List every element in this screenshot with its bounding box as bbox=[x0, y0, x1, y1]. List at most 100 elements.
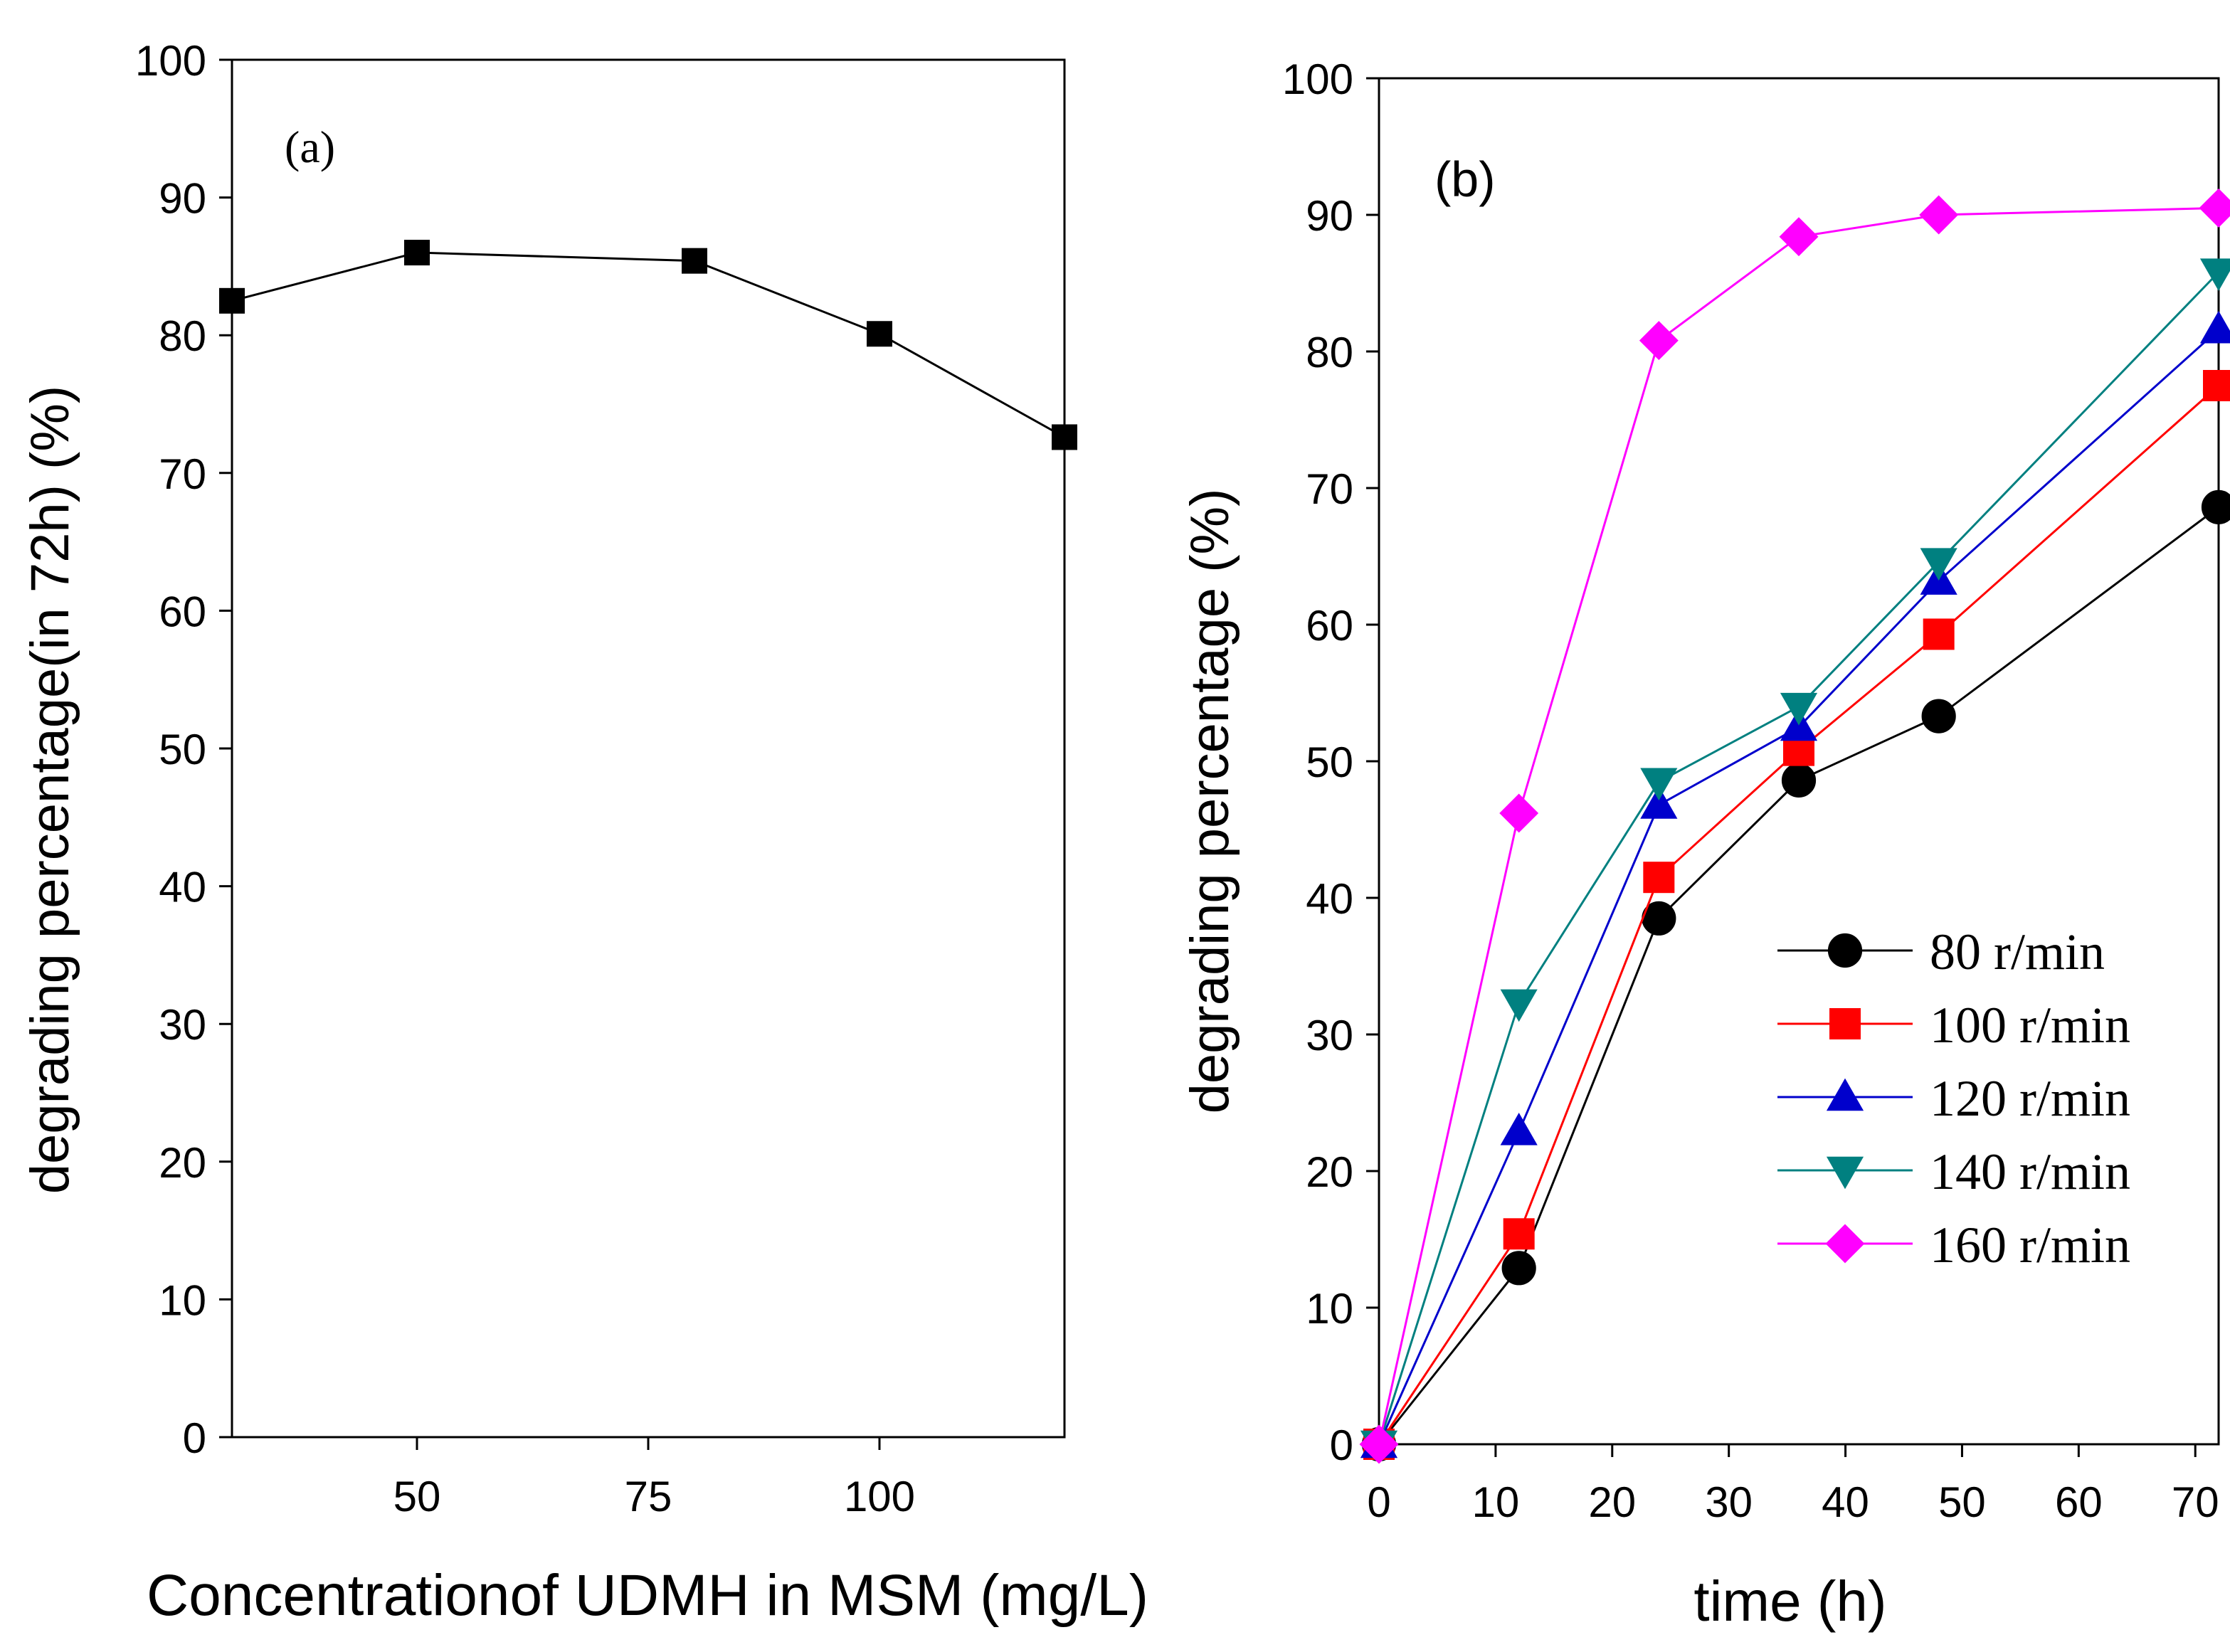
data-point bbox=[1780, 692, 1818, 726]
data-point bbox=[1500, 989, 1538, 1022]
series-line bbox=[1378, 271, 2220, 1445]
legend-label: 80 r/min bbox=[1930, 923, 2105, 980]
y-tick-label: 20 bbox=[1306, 1148, 1353, 1196]
data-point bbox=[219, 287, 245, 314]
legend-marker bbox=[1826, 1156, 1864, 1190]
data-point bbox=[404, 240, 430, 266]
legend-marker bbox=[1826, 1078, 1864, 1111]
data-point bbox=[1500, 1112, 1538, 1145]
x-tick-label: 70 bbox=[2172, 1478, 2219, 1526]
series-2 bbox=[1363, 370, 2230, 1460]
chart-panel-b: (b) time (h) degrading percentage (%) 0 1… bbox=[1180, 55, 2230, 1633]
panel-b-ticks: 0 10 20 30 40 50 60 70 80 90 100 0 10 20 30 40 50 60 70 bbox=[1282, 55, 2219, 1526]
y-tick-label: 70 bbox=[1306, 465, 1353, 513]
legend-label: 120 r/min bbox=[1930, 1070, 2130, 1127]
y-tick-label: 10 bbox=[1306, 1285, 1353, 1333]
legend-item: 140 r/min bbox=[1777, 1143, 2130, 1200]
y-tick-label: 100 bbox=[1282, 55, 1353, 103]
panel-b-x-axis-label: time (h) bbox=[1693, 1569, 1886, 1633]
x-tick-label: 0 bbox=[1367, 1478, 1390, 1526]
x-tick-label: 75 bbox=[625, 1473, 672, 1520]
y-tick-label: 80 bbox=[1306, 329, 1353, 376]
data-point bbox=[867, 321, 892, 347]
data-point bbox=[1499, 793, 1539, 833]
x-tick-label: 60 bbox=[2055, 1478, 2103, 1526]
panel-a-ticks: 0 10 20 30 40 50 60 70 80 90 100 50 75 100 bbox=[135, 37, 915, 1520]
panel-b-y-axis-label: degrading percentage (%) bbox=[1180, 489, 1240, 1114]
data-point bbox=[2199, 188, 2230, 228]
data-point bbox=[2201, 489, 2230, 524]
legend-item: 160 r/min bbox=[1777, 1217, 2130, 1274]
y-tick-label: 20 bbox=[159, 1139, 206, 1187]
y-tick-label: 40 bbox=[1306, 875, 1353, 923]
legend-item: 80 r/min bbox=[1777, 923, 2105, 980]
y-tick-label: 30 bbox=[1306, 1012, 1353, 1059]
legend-marker bbox=[1825, 1224, 1865, 1264]
legend-item: 100 r/min bbox=[1777, 997, 2130, 1054]
x-tick-label: 10 bbox=[1472, 1478, 1520, 1526]
panel-a-data bbox=[219, 240, 1077, 450]
data-point bbox=[1359, 1424, 1399, 1464]
x-tick-label: 40 bbox=[1822, 1478, 1869, 1526]
series-line bbox=[1378, 384, 2219, 1445]
y-tick-label: 30 bbox=[159, 1001, 206, 1049]
y-tick-label: 0 bbox=[183, 1414, 206, 1462]
data-point bbox=[1052, 424, 1077, 450]
y-tick-label: 60 bbox=[159, 588, 206, 635]
legend-label: 100 r/min bbox=[1930, 997, 2130, 1054]
x-tick-label: 50 bbox=[1938, 1478, 1986, 1526]
series-4 bbox=[1360, 258, 2230, 1463]
legend-label: 140 r/min bbox=[1930, 1143, 2130, 1200]
data-point bbox=[1639, 321, 1679, 361]
panel-a-label: (a) bbox=[285, 122, 335, 172]
data-point bbox=[1920, 548, 1957, 581]
data-point bbox=[1501, 1251, 1536, 1286]
panel-b-label: (b) bbox=[1434, 152, 1496, 207]
y-tick-label: 90 bbox=[1306, 192, 1353, 240]
series-5 bbox=[1359, 188, 2230, 1464]
data-point bbox=[1640, 768, 1678, 801]
series-1 bbox=[219, 240, 1077, 450]
data-point bbox=[1781, 763, 1817, 798]
data-point bbox=[2203, 370, 2230, 401]
panel-b-legend: 80 r/min 100 r/min 120 r/min 140 r/min 160 r… bbox=[1777, 923, 2130, 1274]
data-point bbox=[1919, 195, 1959, 235]
y-tick-label: 70 bbox=[159, 450, 206, 498]
y-tick-label: 90 bbox=[159, 175, 206, 223]
panel-a-plot-frame bbox=[231, 58, 1066, 1439]
data-point bbox=[1643, 862, 1675, 894]
chart-panel-a: (a) Concentrationof UDMH in MSM (mg/L) d… bbox=[20, 37, 1148, 1628]
data-point bbox=[1923, 618, 1955, 650]
data-point bbox=[2199, 310, 2230, 344]
legend-label: 160 r/min bbox=[1930, 1217, 2130, 1274]
data-point bbox=[1779, 217, 1819, 257]
legend-marker bbox=[1827, 933, 1863, 968]
panel-a-x-axis-label: Concentrationof UDMH in MSM (mg/L) bbox=[147, 1563, 1148, 1628]
panel-b-data bbox=[1359, 188, 2230, 1464]
y-tick-label: 100 bbox=[135, 37, 206, 85]
legend-marker bbox=[1829, 1008, 1861, 1039]
x-tick-label: 50 bbox=[393, 1473, 441, 1520]
series-3 bbox=[1360, 310, 2230, 1458]
data-point bbox=[1640, 786, 1678, 819]
panel-a-y-axis-label: degrading percentage(in 72h) (%) bbox=[20, 386, 80, 1194]
series-line bbox=[231, 251, 1065, 438]
data-point bbox=[2199, 258, 2230, 292]
y-tick-label: 50 bbox=[1306, 738, 1353, 786]
y-tick-label: 40 bbox=[159, 864, 206, 911]
series-line bbox=[1378, 329, 2220, 1445]
x-tick-label: 100 bbox=[844, 1473, 915, 1520]
legend-item: 120 r/min bbox=[1777, 1070, 2130, 1127]
y-tick-label: 50 bbox=[159, 726, 206, 773]
x-tick-label: 20 bbox=[1588, 1478, 1636, 1526]
data-point bbox=[1921, 699, 1956, 734]
data-point bbox=[1503, 1218, 1535, 1250]
data-point bbox=[682, 248, 707, 274]
y-tick-label: 80 bbox=[159, 312, 206, 360]
y-tick-label: 60 bbox=[1306, 602, 1353, 650]
y-tick-label: 10 bbox=[159, 1276, 206, 1324]
y-tick-label: 0 bbox=[1330, 1421, 1353, 1469]
series-line bbox=[1378, 506, 2219, 1445]
series-line bbox=[1378, 206, 2219, 1445]
